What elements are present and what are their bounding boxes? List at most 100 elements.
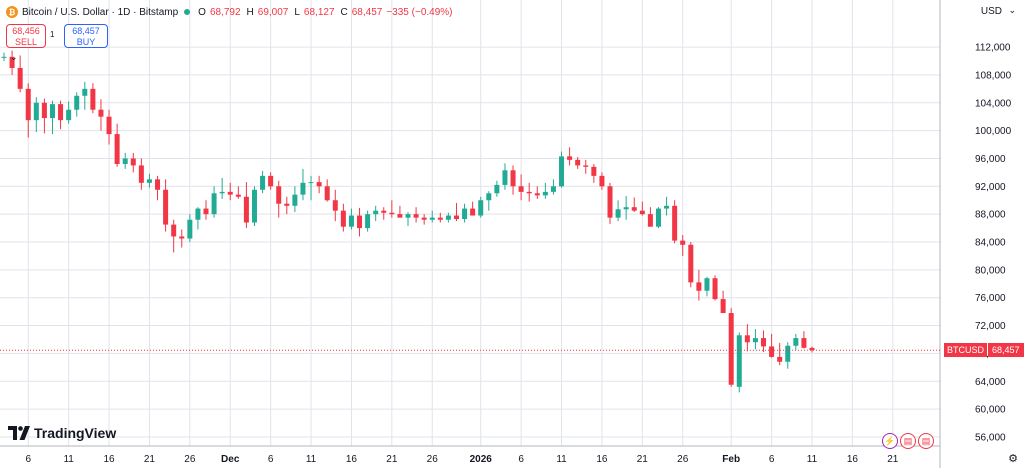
candle-body	[696, 282, 702, 291]
candle-body	[155, 179, 161, 190]
candle	[672, 200, 678, 244]
candle	[583, 159, 589, 174]
candle-body	[639, 210, 645, 215]
last-price-tag: BTCUSD 68,457	[944, 343, 1024, 358]
brand-name: TradingView	[34, 425, 117, 441]
candle-body	[550, 186, 556, 192]
candle	[809, 346, 815, 353]
candle-body	[655, 208, 661, 227]
candle-body	[130, 158, 136, 166]
bitcoin-icon: ₿	[6, 6, 18, 18]
candle-body	[138, 165, 144, 183]
candle	[316, 175, 322, 194]
lightning-icon[interactable]: ⚡	[882, 433, 898, 449]
candle-body	[90, 88, 96, 110]
candle-body	[744, 335, 750, 343]
candle-body	[680, 240, 686, 245]
x-tick-label: 26	[184, 454, 196, 465]
candle	[219, 177, 225, 199]
candle	[324, 179, 330, 202]
x-tick-label: 26	[427, 454, 439, 465]
candle-body	[478, 200, 484, 216]
candle	[494, 180, 500, 197]
x-tick-label: 11	[807, 454, 818, 465]
y-tick-label: 80,000	[975, 265, 1006, 276]
candle-body	[672, 205, 678, 241]
chevron-down-icon[interactable]: ⌄	[1008, 5, 1016, 15]
candle-body	[785, 345, 791, 362]
candle-body	[308, 182, 314, 184]
candle-body	[752, 338, 758, 343]
candle-body	[243, 196, 249, 223]
symbol-title[interactable]: Bitcoin / U.S. Dollar · 1D · Bitstamp	[22, 6, 179, 18]
y-tick-label: 96,000	[975, 154, 1006, 165]
candle	[33, 97, 39, 133]
candle-body	[518, 186, 524, 192]
us-flag-icon[interactable]: ▤	[918, 433, 934, 449]
candle-body	[49, 104, 55, 119]
candle-body	[171, 224, 177, 237]
candle	[591, 164, 597, 183]
candle	[211, 186, 217, 218]
ohlc-low-label: L	[294, 6, 300, 18]
candle	[373, 205, 379, 222]
candle-body	[122, 158, 128, 165]
y-tick-label: 88,000	[975, 210, 1006, 221]
buy-label: BUY	[76, 37, 96, 47]
x-tick-label: 16	[346, 454, 358, 465]
chevron-down-icon[interactable]: ⌄	[10, 52, 18, 62]
candle	[389, 200, 395, 218]
candle	[243, 182, 249, 229]
x-tick-label: 6	[769, 454, 775, 465]
candle-body	[25, 88, 31, 121]
candle-body	[502, 170, 508, 185]
spread-value: 1	[50, 30, 55, 39]
candle	[559, 151, 565, 188]
x-tick-label: 11	[556, 454, 567, 465]
candle-body	[33, 102, 39, 121]
candle	[639, 201, 645, 216]
buy-button[interactable]: 68,457 BUY	[64, 24, 108, 48]
y-tick-label: 100,000	[975, 126, 1012, 137]
candle-body	[203, 208, 209, 215]
x-tick-label: 21	[637, 454, 649, 465]
x-tick-label: Dec	[221, 454, 240, 465]
candle	[155, 175, 161, 201]
candle	[680, 235, 686, 256]
candle-body	[195, 208, 201, 220]
price-axis[interactable]: 56,00060,00064,00068,00072,00076,00080,0…	[975, 43, 1012, 444]
y-tick-label: 60,000	[975, 405, 1006, 416]
candle	[82, 81, 88, 110]
candle	[534, 186, 540, 199]
currency-selector[interactable]: USD	[980, 6, 1002, 17]
candle-body	[146, 179, 152, 183]
candle	[655, 207, 661, 229]
candle-body	[793, 338, 799, 346]
us-flag-icon[interactable]: ▤	[900, 433, 916, 449]
candle-body	[251, 189, 257, 223]
candle	[542, 182, 548, 199]
candle-body	[429, 217, 435, 220]
candle-body	[453, 215, 459, 220]
gear-icon[interactable]: ⚙	[1008, 453, 1018, 465]
x-tick-label: 26	[677, 454, 689, 465]
candle	[437, 212, 443, 223]
candle	[615, 200, 621, 222]
candle	[9, 50, 15, 75]
candle-body	[324, 186, 330, 201]
tradingview-logo-icon	[8, 426, 30, 440]
candle-body	[17, 67, 23, 89]
candle-body	[187, 219, 193, 239]
time-axis[interactable]: 6 11 16 21 26 Dec 6 11 16 21 26 2026 6 11 16 21 26 Feb 6 11…	[25, 454, 898, 465]
tradingview-logo[interactable]: TradingView	[8, 425, 116, 441]
candle	[292, 186, 298, 213]
x-tick-label: 21	[887, 454, 899, 465]
sell-button[interactable]: 68,456 SELL	[6, 24, 46, 48]
candle	[41, 98, 47, 134]
candle	[381, 207, 387, 220]
candle-body	[470, 208, 476, 216]
candle-body	[607, 186, 613, 218]
candle	[696, 269, 702, 301]
candle	[122, 152, 128, 169]
